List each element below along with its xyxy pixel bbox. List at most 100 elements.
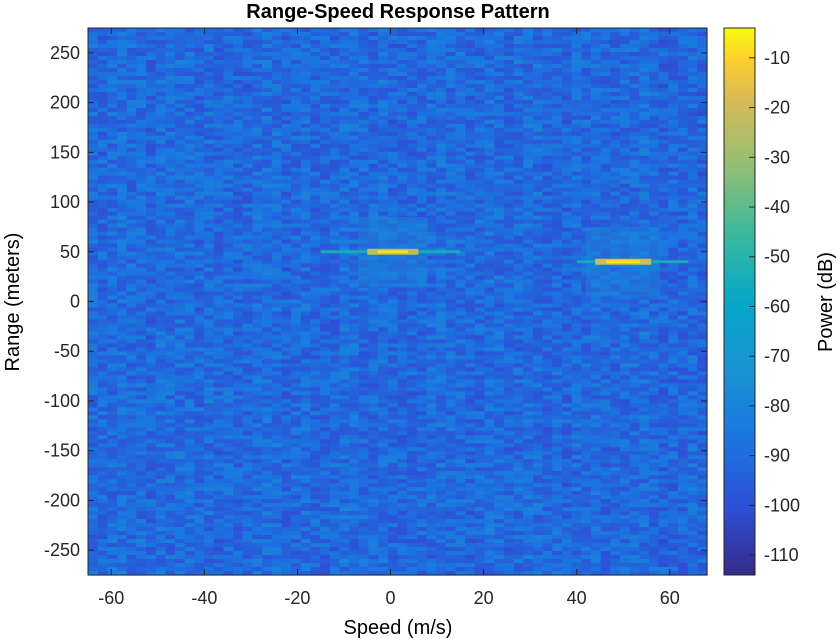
- heatmap-cell: [474, 163, 486, 169]
- heatmap-cell: [503, 167, 515, 173]
- heatmap-cell: [387, 91, 399, 97]
- heatmap-cell: [281, 95, 292, 101]
- heatmap-cell: [339, 83, 350, 89]
- heatmap-cell: [668, 175, 679, 181]
- heatmap-cell: [552, 35, 563, 41]
- heatmap-cell: [339, 279, 350, 285]
- heatmap-cell: [474, 331, 486, 337]
- heatmap-cell: [300, 159, 312, 165]
- heatmap-cell: [494, 315, 505, 321]
- heatmap-cell: [204, 135, 215, 141]
- heatmap-cell: [697, 215, 708, 221]
- heatmap-cell: [281, 279, 292, 285]
- heatmap-cell: [97, 59, 108, 65]
- heatmap-cell: [88, 47, 99, 53]
- heatmap-cell: [97, 51, 108, 57]
- heatmap-cell: [619, 123, 631, 129]
- heatmap-cell: [629, 315, 640, 321]
- heatmap-cell: [329, 203, 341, 209]
- heatmap-cell: [629, 115, 640, 121]
- heatmap-cell: [175, 319, 186, 325]
- heatmap-cell: [126, 323, 137, 329]
- heatmap-cell: [184, 163, 195, 169]
- heatmap-cell: [426, 179, 437, 185]
- heatmap-cell: [436, 47, 447, 53]
- heatmap-cell: [310, 63, 321, 69]
- heatmap-cell: [339, 79, 350, 85]
- heatmap-cell: [658, 315, 669, 321]
- heatmap-cell: [436, 83, 447, 89]
- heatmap-cell: [155, 87, 166, 93]
- heatmap-cell: [242, 151, 254, 157]
- heatmap-cell: [291, 275, 302, 281]
- heatmap-cell: [300, 275, 312, 281]
- heatmap-cell: [329, 71, 341, 77]
- heatmap-cell: [117, 139, 128, 145]
- heatmap-cell: [368, 179, 379, 185]
- heatmap-cell: [668, 243, 679, 249]
- heatmap-cell: [117, 67, 128, 73]
- heatmap-cell: [648, 55, 660, 61]
- heatmap-cell: [648, 267, 660, 273]
- heatmap-cell: [648, 271, 660, 277]
- heatmap-cell: [619, 215, 631, 221]
- heatmap-cell: [146, 219, 157, 225]
- heatmap-cell: [310, 315, 321, 321]
- heatmap-cell: [233, 219, 244, 225]
- heatmap-cell: [629, 199, 640, 205]
- heatmap-cell: [697, 115, 708, 121]
- heatmap-cell: [610, 311, 621, 317]
- heatmap-cell: [329, 28, 341, 33]
- heatmap-cell: [503, 99, 515, 105]
- heatmap-cell: [484, 39, 495, 45]
- heatmap-cell: [378, 35, 389, 41]
- heatmap-cell: [88, 235, 99, 241]
- heatmap-cell: [600, 87, 611, 93]
- heatmap-cell: [213, 119, 224, 125]
- heatmap-cell: [387, 183, 399, 189]
- heatmap-cell: [445, 279, 457, 285]
- heatmap-cell: [97, 103, 108, 109]
- heatmap-cell: [223, 127, 234, 133]
- heatmap-cell: [619, 223, 631, 229]
- heatmap-cell: [523, 83, 534, 89]
- heatmap-cell: [213, 279, 224, 285]
- heatmap-cell: [358, 311, 370, 317]
- heatmap-cell: [397, 299, 408, 305]
- heatmap-cell: [552, 115, 563, 121]
- heatmap-cell: [465, 331, 476, 337]
- heatmap-cell: [213, 291, 224, 297]
- heatmap-cell: [378, 299, 389, 305]
- heatmap-cell: [97, 271, 108, 277]
- heatmap-cell: [291, 99, 302, 105]
- heatmap-cell: [648, 251, 660, 257]
- heatmap-cell: [552, 199, 563, 205]
- heatmap-cell: [320, 159, 331, 165]
- heatmap-cell: [368, 163, 379, 169]
- heatmap-cell: [349, 35, 360, 41]
- heatmap-cell: [494, 59, 505, 65]
- heatmap-cell: [571, 219, 582, 225]
- heatmap-cell: [320, 287, 331, 293]
- heatmap-cell: [436, 215, 447, 221]
- heatmap-cell: [610, 143, 621, 149]
- heatmap-cell: [610, 215, 621, 221]
- heatmap-cell: [368, 187, 379, 193]
- heatmap-cell: [581, 107, 592, 113]
- heatmap-cell: [242, 43, 254, 49]
- heatmap-cell: [484, 247, 495, 253]
- heatmap-cell: [194, 231, 205, 237]
- heatmap-cell: [117, 55, 128, 61]
- heatmap-cell: [88, 327, 99, 333]
- heatmap-cell: [204, 187, 215, 193]
- heatmap-cell: [397, 115, 408, 121]
- heatmap-cell: [184, 211, 195, 217]
- heatmap-cell: [416, 111, 428, 117]
- heatmap-cell: [204, 35, 215, 41]
- heatmap-cell: [494, 51, 505, 57]
- heatmap-cell: [639, 131, 650, 137]
- heatmap-cell: [474, 55, 486, 61]
- heatmap-cell: [136, 231, 147, 237]
- heatmap-cell: [668, 195, 679, 201]
- heatmap-cell: [629, 79, 640, 85]
